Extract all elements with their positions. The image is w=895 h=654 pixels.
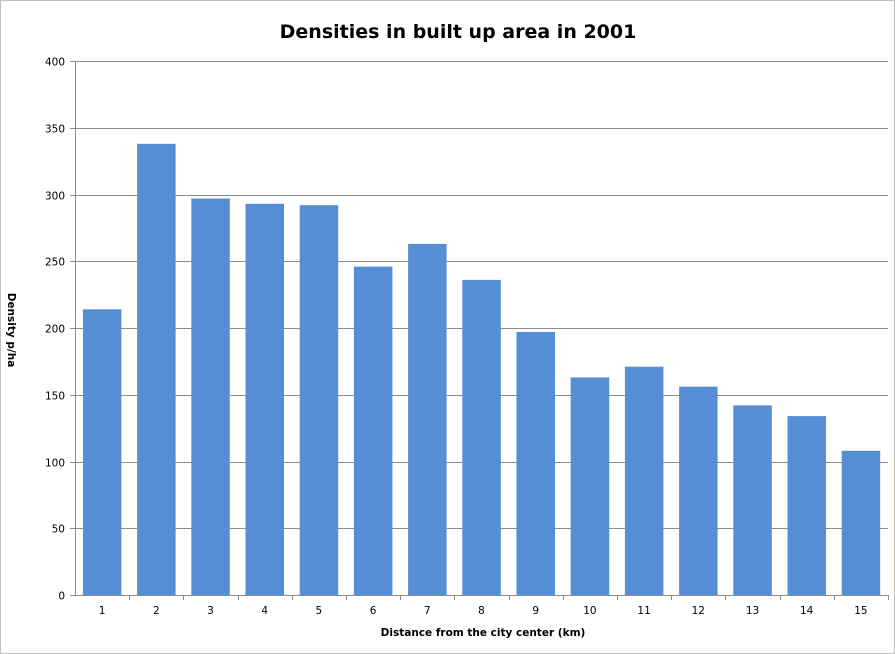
bar-8 — [462, 279, 501, 595]
bar-5 — [299, 205, 339, 595]
y-tick-label: 0 — [58, 591, 65, 603]
bar-6 — [353, 266, 393, 595]
y-tick-label: 350 — [45, 124, 65, 136]
x-tick-label: 11 — [637, 605, 650, 617]
x-tick-label: 10 — [583, 605, 596, 617]
x-tick-label: 3 — [207, 605, 214, 617]
x-tick-label: 4 — [261, 605, 268, 617]
bar-4 — [245, 203, 284, 596]
x-tick-label: 15 — [854, 605, 867, 617]
x-tick-label: 12 — [692, 605, 705, 617]
bar-13 — [733, 405, 772, 595]
x-tick-label: 5 — [316, 605, 323, 617]
y-tick-labels: 0 50 100 150 200 250 300 350 400 — [45, 57, 65, 603]
axes — [75, 61, 888, 596]
bar-3 — [191, 198, 230, 595]
y-tick-label: 200 — [45, 324, 65, 336]
bar-14 — [787, 416, 826, 595]
bar-9 — [516, 332, 555, 595]
chart-title: Densities in built up area in 2001 — [280, 21, 637, 43]
y-axis-title: Density p/ha — [5, 293, 17, 368]
y-tick-label: 100 — [45, 458, 65, 470]
y-tick-label: 300 — [45, 191, 65, 203]
bar-1 — [82, 309, 122, 595]
x-tick-label: 2 — [153, 605, 160, 617]
bar-7 — [408, 243, 447, 595]
bar-10 — [570, 377, 610, 595]
x-tick-labels: 1 2 3 4 5 6 7 8 9 10 11 12 13 14 15 — [99, 595, 889, 617]
bar-2 — [137, 143, 176, 596]
x-tick-label: 6 — [370, 605, 377, 617]
bar-11 — [624, 366, 664, 595]
y-tick-label: 50 — [52, 524, 65, 536]
x-tick-label: 1 — [99, 605, 106, 617]
y-tick-label: 150 — [45, 391, 65, 403]
bar-12 — [679, 386, 718, 595]
x-tick-label: 8 — [478, 605, 485, 617]
bar-15 — [841, 450, 881, 595]
x-axis-title: Distance from the city center (km) — [381, 627, 586, 639]
x-tick-label: 7 — [424, 605, 431, 617]
x-tick-label: 13 — [746, 605, 759, 617]
x-tick-label: 9 — [532, 605, 539, 617]
y-tick-label: 400 — [45, 57, 65, 69]
bars — [82, 143, 881, 596]
y-tick-label: 250 — [45, 257, 65, 269]
x-tick-label: 14 — [800, 605, 814, 617]
